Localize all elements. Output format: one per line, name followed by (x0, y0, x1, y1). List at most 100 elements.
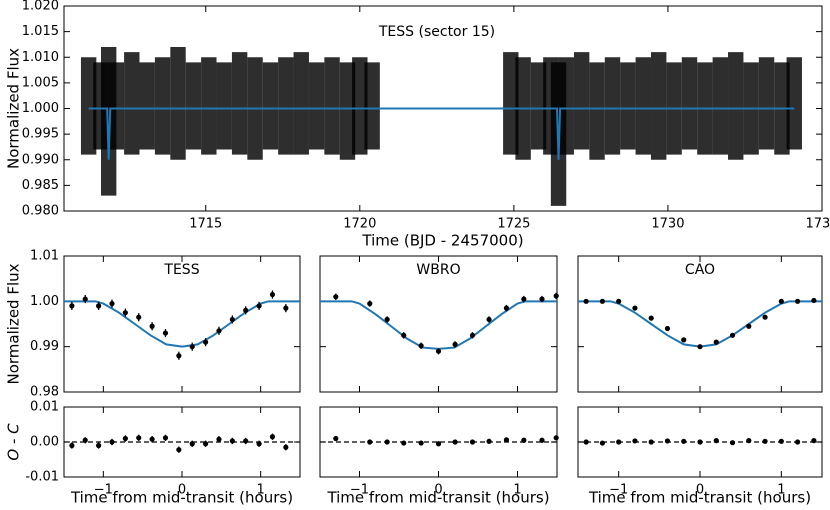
flux-point (648, 315, 654, 321)
flux-point (681, 337, 687, 343)
flux-point (122, 310, 128, 316)
flux-point (216, 328, 222, 334)
y-tick-label: 1.01 (30, 249, 59, 264)
residual-point (122, 435, 128, 442)
residual-point (283, 444, 289, 450)
x-tick-label: 0 (434, 483, 442, 498)
x-tick-label: 1725 (497, 217, 530, 232)
residual-point (203, 441, 209, 447)
residual-point (162, 435, 169, 441)
residual-point (333, 435, 339, 442)
residual-point (599, 440, 606, 446)
x-tick-label: 1720 (343, 217, 376, 232)
x-tick-label: 1 (777, 483, 785, 498)
flux-scatter (308, 62, 325, 150)
flux-scatter (185, 62, 202, 150)
flux-point (418, 343, 424, 349)
residual-point (136, 435, 142, 441)
residual-point (697, 439, 703, 445)
x-axis-label: Time from mid-transit (hours) (70, 489, 293, 507)
residual-point (729, 440, 736, 446)
residual-point (746, 438, 752, 444)
flux-point (109, 301, 115, 307)
flux-scatter (589, 62, 605, 160)
flux-scatter (503, 52, 519, 155)
y-tick-label: 1.005 (22, 75, 59, 90)
y-tick-label: 0.98 (30, 385, 59, 400)
x-tick-label: 1735 (805, 217, 830, 232)
flux-scatter (352, 57, 368, 155)
flux-scatter (80, 57, 97, 155)
flux-point (469, 332, 476, 338)
residual-point (367, 439, 373, 445)
flux-scatter (293, 52, 309, 155)
residual-point (229, 438, 235, 444)
y-tick-label: 1.020 (22, 0, 59, 14)
flux-point (176, 353, 182, 359)
residual-point (553, 435, 559, 441)
flux-scatter (620, 62, 636, 150)
flux-point (96, 303, 102, 309)
residual-point (149, 436, 155, 442)
flux-point (583, 298, 589, 304)
flux-point (539, 296, 545, 302)
x-axis-label: Time (BJD - 2457000) (361, 232, 523, 250)
flux-point (189, 344, 195, 350)
model-line (578, 300, 822, 348)
flux-scatter (201, 57, 217, 155)
flux-point (553, 293, 559, 299)
flux-point (486, 316, 492, 323)
flux-point (162, 330, 169, 336)
flux-point (452, 341, 458, 347)
x-tick-label: 1730 (651, 217, 684, 232)
residual-point (713, 438, 719, 444)
flux-point (333, 294, 339, 300)
flux-point (283, 305, 289, 311)
annotation: TESS (sector 15) (378, 24, 495, 40)
model-line (320, 300, 557, 350)
y-tick-label: 0.990 (22, 152, 59, 167)
residual-point (503, 437, 510, 443)
residual-point (486, 438, 492, 444)
flux-scatter (139, 62, 155, 150)
flux-scatter (364, 62, 380, 150)
residual-point (664, 438, 671, 444)
flux-point (256, 303, 262, 309)
flux-point (762, 314, 768, 320)
y-axis-label: Normalized Flux (5, 48, 23, 169)
y-tick-label: 1.010 (22, 50, 59, 65)
flux-scatter (339, 62, 356, 160)
flux-point (367, 301, 373, 307)
flux-point (729, 332, 736, 338)
x-axis-label: Time from mid-transit (hours) (326, 489, 549, 507)
flux-scatter (558, 57, 574, 155)
flux-point (746, 323, 752, 329)
residual-point (435, 441, 442, 447)
model-line (64, 300, 300, 348)
residual-point (762, 438, 768, 444)
flux-scatter (154, 57, 171, 155)
flux-scatter (231, 52, 248, 155)
residual-point (583, 439, 589, 445)
residual-point (189, 441, 195, 447)
flux-scatter (108, 62, 125, 150)
flux-point (664, 325, 671, 332)
flux-scatter (170, 47, 186, 160)
y-tick-label: 1.00 (30, 294, 59, 309)
residual-point (109, 439, 115, 445)
residual-point (82, 437, 88, 443)
flux-point (243, 307, 249, 313)
flux-point (384, 316, 390, 323)
flux-scatter (530, 62, 547, 150)
flux-point (697, 344, 703, 350)
flux-scatter (324, 57, 340, 155)
x-tick-label: 1 (513, 483, 521, 498)
x-tick-label: −1 (94, 483, 113, 498)
residual-point (69, 442, 75, 449)
flux-point (521, 296, 527, 302)
residual-point (795, 439, 801, 445)
residual-point (811, 438, 817, 444)
flux-scatter (278, 57, 294, 155)
flux-scatter (712, 57, 729, 155)
x-tick-label: −1 (609, 483, 628, 498)
